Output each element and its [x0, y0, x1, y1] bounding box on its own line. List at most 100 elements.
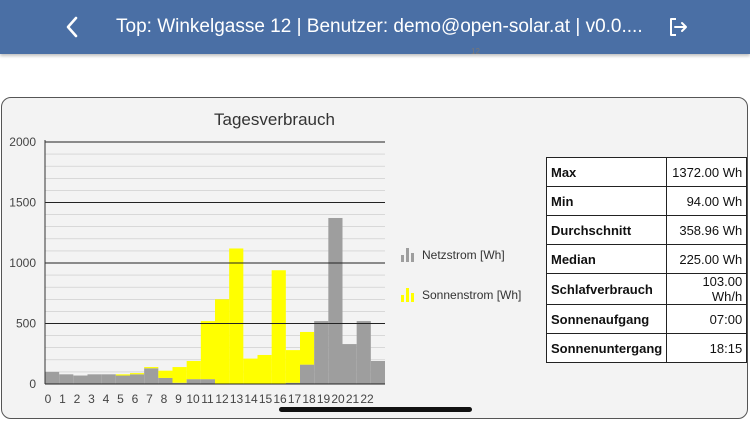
- x-tick-label: 10: [186, 392, 200, 406]
- x-tick-label: 16: [273, 392, 287, 406]
- bar-netzstrom: [370, 361, 385, 384]
- x-tick-label: 2: [74, 392, 81, 406]
- x-tick-label: 20: [331, 392, 345, 406]
- x-tick-label: 19: [317, 392, 331, 406]
- stat-label: Durchschnitt: [545, 215, 668, 245]
- bar-sonnenstrom: [115, 374, 130, 376]
- tiny-label: 12: [471, 47, 480, 56]
- bar-sonnenstrom: [144, 367, 159, 369]
- table-row: Min 94.00 Wh: [545, 186, 748, 216]
- bar-sonnenstrom: [215, 299, 230, 384]
- x-tick-label: 4: [103, 392, 110, 406]
- bar-sonnenstrom: [200, 321, 215, 380]
- bar-netzstrom: [158, 377, 173, 384]
- x-tick-label: 13: [230, 392, 244, 406]
- bar-netzstrom: [130, 374, 145, 384]
- bar-chart-icon: [401, 288, 414, 302]
- x-tick-label: 6: [132, 392, 139, 406]
- table-row: Max 1372.00 Wh: [545, 157, 748, 187]
- bar-sonnenstrom: [271, 270, 286, 384]
- stat-value: 225.00 Wh: [666, 244, 748, 274]
- bar-sonnenstrom: [186, 361, 201, 380]
- bar-netzstrom: [101, 374, 116, 384]
- bar-sonnenstrom: [300, 331, 315, 365]
- chart-title: Tagesverbrauch: [214, 110, 335, 129]
- bar-netzstrom: [328, 217, 343, 384]
- y-tick-label: 500: [16, 317, 36, 331]
- logout-icon: [670, 18, 687, 36]
- bar-netzstrom: [144, 368, 159, 384]
- x-tick-label: 8: [161, 392, 168, 406]
- x-tick-label: 7: [146, 392, 153, 406]
- y-tick-label: 1000: [9, 256, 36, 270]
- x-tick-label: 18: [302, 392, 316, 406]
- bar-netzstrom: [300, 364, 315, 384]
- stat-value: 358.96 Wh: [666, 215, 748, 245]
- y-tick-label: 0: [29, 377, 36, 391]
- x-tick-label: 14: [244, 392, 258, 406]
- bar-sonnenstrom: [285, 350, 300, 383]
- bar-netzstrom: [115, 375, 130, 384]
- bar-sonnenstrom: [130, 373, 145, 375]
- legend-label-grid: Netzstrom [Wh]: [422, 248, 505, 262]
- table-row: Sonnenaufgang 07:00: [545, 304, 748, 334]
- x-tick-label: 0: [45, 392, 52, 406]
- top-bar: Top: Winkelgasse 12 | Benutzer: demo@ope…: [0, 0, 750, 54]
- bar-sonnenstrom: [172, 367, 187, 383]
- x-tick-label: 15: [259, 392, 273, 406]
- bar-sonnenstrom: [158, 370, 173, 378]
- stat-label: Median: [545, 244, 668, 274]
- page-title: Top: Winkelgasse 12 | Benutzer: demo@ope…: [116, 16, 643, 37]
- y-tick-label: 1500: [9, 196, 36, 210]
- table-row: Durchschnitt 358.96 Wh: [545, 215, 748, 245]
- bar-sonnenstrom: [243, 358, 258, 384]
- x-tick-label: 21: [346, 392, 360, 406]
- logout-button[interactable]: [662, 10, 694, 44]
- x-tick-label: 3: [88, 392, 95, 406]
- bar-netzstrom: [59, 374, 74, 384]
- table-row: Schlafverbrauch 103.00 Wh/h: [545, 273, 748, 305]
- bar-netzstrom: [87, 374, 102, 384]
- chevron-left-icon: [66, 16, 78, 38]
- stat-label: Schlafverbrauch: [545, 273, 668, 305]
- legend-label-solar: Sonnenstrom [Wh]: [422, 288, 522, 302]
- home-indicator: [279, 407, 472, 412]
- bar-netzstrom: [172, 382, 187, 384]
- chart-legend: Netzstrom [Wh] Sonnenstrom [Wh]: [401, 245, 521, 325]
- x-tick-label: 5: [117, 392, 124, 406]
- stat-label: Sonnenuntergang: [545, 333, 668, 363]
- stat-label: Sonnenaufgang: [545, 304, 668, 334]
- x-tick-label: 17: [288, 392, 302, 406]
- bar-netzstrom: [356, 321, 371, 384]
- stat-value: 1372.00 Wh: [666, 157, 748, 187]
- bar-netzstrom: [73, 375, 88, 384]
- x-tick-label: 11: [201, 392, 214, 406]
- stat-value: 07:00: [666, 304, 748, 334]
- y-tick-label: 2000: [9, 135, 36, 149]
- bar-netzstrom: [342, 344, 357, 384]
- bar-chart-icon: [401, 248, 414, 262]
- x-tick-label: 22: [360, 392, 374, 406]
- bar-netzstrom: [45, 371, 60, 384]
- stat-value: 103.00 Wh/h: [666, 273, 748, 305]
- x-tick-label: 12: [215, 392, 229, 406]
- x-tick-label: 1: [59, 392, 66, 406]
- stat-label: Max: [545, 157, 668, 187]
- stat-value: 94.00 Wh: [666, 186, 748, 216]
- bar-sonnenstrom: [257, 354, 272, 384]
- x-tick-label: 9: [175, 392, 182, 406]
- table-row: Sonnenuntergang 18:15: [545, 333, 748, 363]
- bar-netzstrom: [314, 321, 329, 384]
- stat-label: Min: [545, 186, 668, 216]
- bar-netzstrom: [200, 379, 215, 384]
- stat-value: 18:15: [666, 333, 748, 363]
- legend-item-grid[interactable]: Netzstrom [Wh]: [401, 245, 521, 265]
- table-row: Median 225.00 Wh: [545, 244, 748, 274]
- bar-netzstrom: [186, 379, 201, 384]
- back-button[interactable]: [56, 10, 88, 44]
- bar-sonnenstrom: [229, 248, 244, 384]
- statistics-table: Max 1372.00 Wh Min 94.00 Wh Durchschnitt 35…: [545, 157, 748, 363]
- bar-netzstrom: [285, 382, 300, 384]
- legend-item-solar[interactable]: Sonnenstrom [Wh]: [401, 285, 521, 305]
